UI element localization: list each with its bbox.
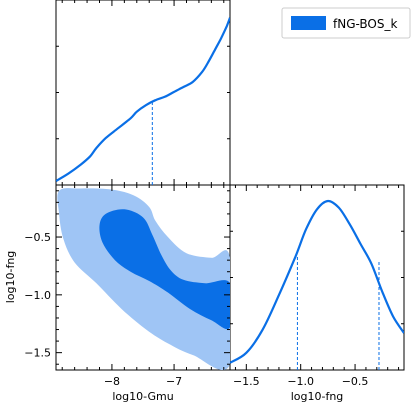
legend: fNG-BOS_k: [281, 7, 411, 39]
marginal-fng-curve: [230, 199, 404, 364]
x-tick-label-gmu: −7: [166, 375, 182, 388]
x-tick-label-fng: −1.0: [287, 375, 314, 388]
x-tick-label-gmu: −8: [104, 375, 120, 388]
x-tick-label-fng: −1.5: [233, 375, 260, 388]
contour-95-region: [57, 188, 230, 370]
legend-box: [281, 7, 411, 39]
y-tick-label-fng: −1.0: [24, 289, 51, 302]
marginal-gmu-curve: [56, 17, 230, 182]
y-tick-label-fng: −0.5: [24, 231, 51, 244]
x-axis-label-gmu: log10-Gmu: [112, 390, 173, 403]
legend-swatch: [291, 16, 326, 30]
x-tick-label-fng: −0.5: [342, 375, 369, 388]
legend-label: fNG-BOS_k: [333, 17, 397, 31]
panel-marginal-gmu-frame: [55, 0, 231, 186]
y-tick-label-fng: −1.5: [24, 347, 51, 360]
contour-68-region: [99, 209, 230, 330]
y-axis-label-fng: log10-fng: [4, 251, 17, 304]
x-axis-label-fng: log10-fng: [291, 390, 344, 403]
axis-ticks: [56, 0, 404, 370]
